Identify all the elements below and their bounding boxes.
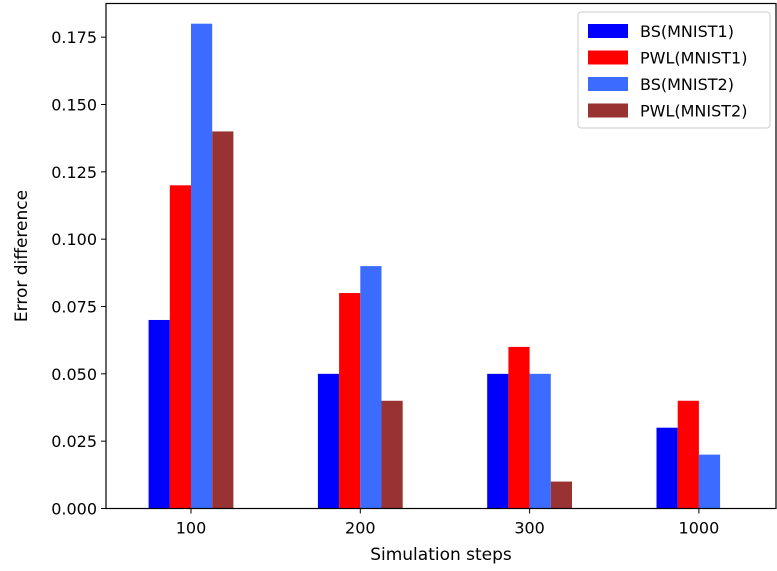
bar-pwl-mnist1--100 [169,185,191,509]
legend-label: BS(MNIST1) [640,22,734,41]
legend-swatch [588,24,628,38]
bar-bs-mnist2--300 [529,373,551,509]
bar-pwl-mnist1--300 [508,346,530,509]
plot-frame [105,2,777,510]
bars-group [148,23,721,509]
bar-bs-mnist2--200 [360,266,382,509]
bar-bs-mnist1--1000 [656,427,678,509]
bar-pwl-mnist2--200 [381,400,403,509]
bar-pwl-mnist1--200 [339,293,361,509]
y-tick-label: 0.000 [51,500,97,519]
y-tick-label: 0.100 [51,230,97,249]
legend-label: PWL(MNIST1) [640,49,747,68]
bar-bs-mnist2--100 [191,23,213,509]
y-tick-label: 0.025 [51,432,97,451]
legend-box [577,11,771,129]
x-tick-label: 300 [514,519,545,538]
legend-label: BS(MNIST2) [640,75,734,94]
x-axis-label: Simulation steps [370,545,512,565]
y-tick-label: 0.050 [51,365,97,384]
y-axis: 0.000 0.025 0.050 0.075 0.100 0.125 0.150 0.175 [51,28,106,519]
x-tick-label: 1000 [679,519,720,538]
x-tick-label: 100 [176,519,207,538]
x-tick-label: 200 [345,519,376,538]
bar-bs-mnist1--300 [487,373,509,509]
y-tick-label: 0.125 [51,163,97,182]
y-axis-label: Error difference [12,190,32,322]
bar-pwl-mnist2--300 [550,481,572,509]
bar-bs-mnist1--200 [317,373,340,509]
bar-bs-mnist2--1000 [698,454,721,509]
legend: BS(MNIST1) PWL(MNIST1) BS(MNIST2) PWL(MNIST… [577,11,771,129]
legend-swatch [588,50,628,65]
bar-pwl-mnist2--100 [212,131,234,509]
y-tick-label: 0.075 [51,298,97,317]
y-tick-label: 0.150 [51,96,97,115]
legend-label: PWL(MNIST2) [640,102,747,121]
x-axis: 100 200 300 1000 [176,508,720,538]
legend-swatch [588,103,628,118]
bar-pwl-mnist1--1000 [677,400,699,509]
legend-swatch [588,77,628,91]
y-tick-label: 0.175 [51,28,97,47]
bar-bs-mnist1--100 [148,319,170,509]
